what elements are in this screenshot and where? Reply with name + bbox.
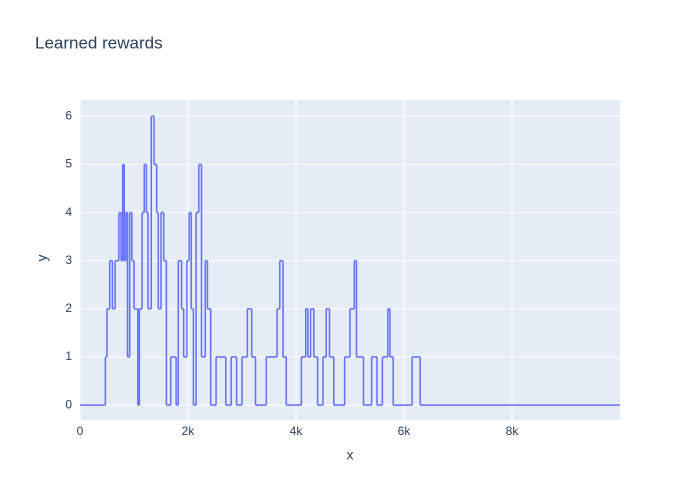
x-axis-label: x xyxy=(347,447,354,463)
y-axis-label: y xyxy=(34,255,50,262)
y-tick-label: 0 xyxy=(65,397,72,411)
x-tick-label: 6k xyxy=(398,424,412,438)
y-tick-label: 1 xyxy=(65,349,72,363)
y-tick-label: 4 xyxy=(65,205,72,219)
y-tick-label: 2 xyxy=(65,301,72,315)
x-tick-label: 0 xyxy=(77,424,84,438)
x-tick-label: 4k xyxy=(290,424,304,438)
x-tick-label: 2k xyxy=(182,424,196,438)
y-tick-label: 6 xyxy=(65,109,72,123)
chart-title: Learned rewards xyxy=(35,33,163,52)
x-tick-label: 8k xyxy=(506,424,520,438)
y-tick-label: 3 xyxy=(65,253,72,267)
y-tick-label: 5 xyxy=(65,157,72,171)
